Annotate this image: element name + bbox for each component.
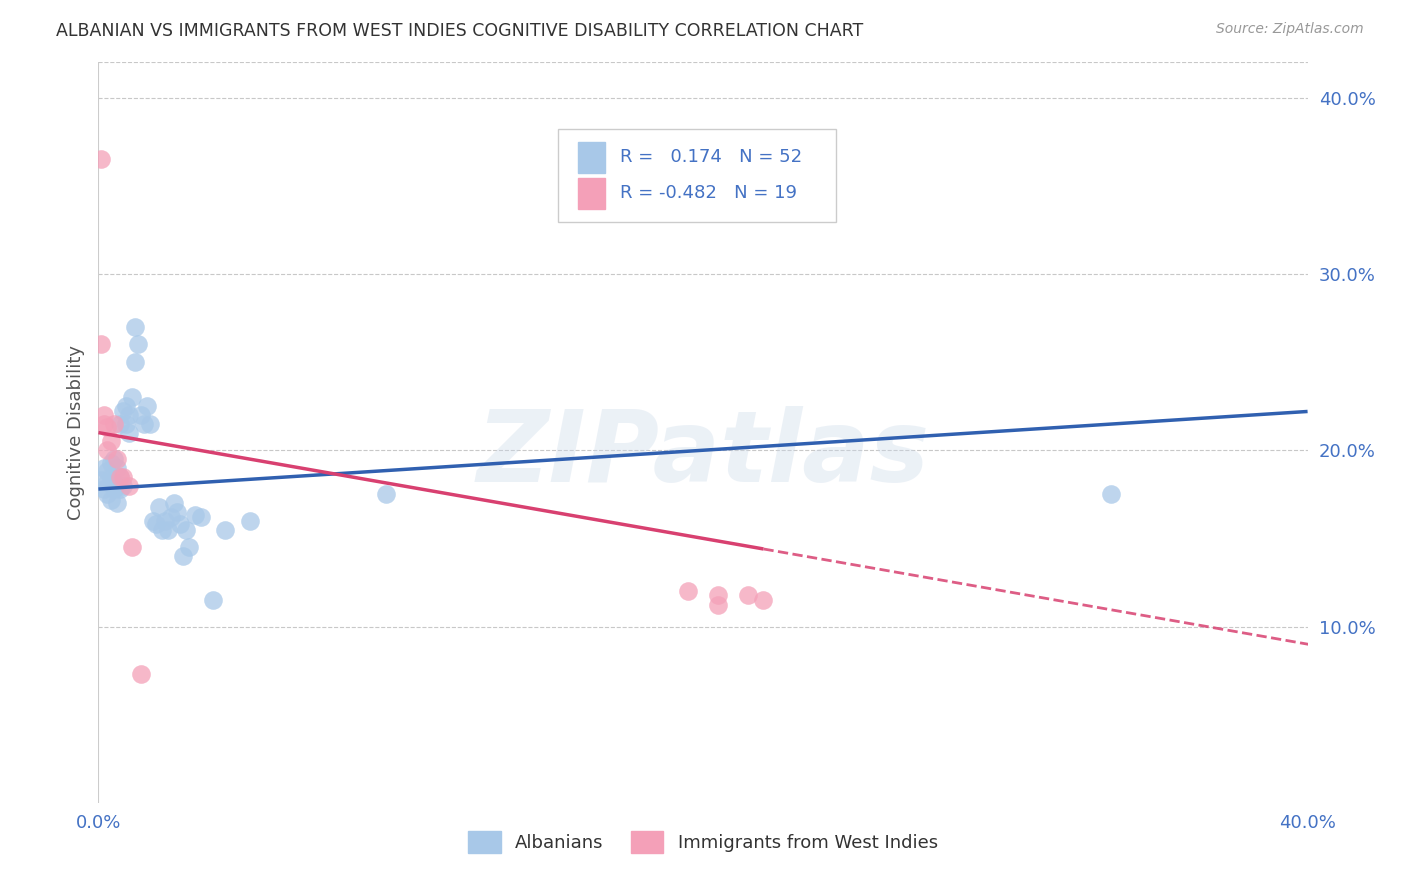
Point bbox=[96, 487, 118, 501]
Point bbox=[124, 355, 146, 369]
Bar bbox=[578, 178, 605, 209]
Point bbox=[93, 408, 115, 422]
Point bbox=[114, 417, 136, 431]
Point bbox=[118, 408, 141, 422]
Point bbox=[100, 434, 122, 449]
Point bbox=[160, 510, 183, 524]
Point bbox=[163, 496, 186, 510]
Point bbox=[1099, 487, 1122, 501]
Point bbox=[93, 417, 115, 431]
Point bbox=[184, 508, 207, 523]
Point bbox=[108, 482, 131, 496]
Point bbox=[202, 593, 225, 607]
Point bbox=[129, 408, 152, 422]
Point bbox=[707, 588, 730, 602]
Point bbox=[174, 523, 197, 537]
Point bbox=[121, 540, 143, 554]
Point bbox=[676, 584, 699, 599]
Point bbox=[374, 487, 396, 501]
Point bbox=[156, 523, 179, 537]
Point bbox=[737, 588, 759, 602]
Point bbox=[105, 461, 128, 475]
Point bbox=[169, 517, 191, 532]
Text: R =   0.174   N = 52: R = 0.174 N = 52 bbox=[620, 148, 801, 166]
Point bbox=[105, 478, 128, 492]
Point bbox=[153, 514, 176, 528]
Text: ALBANIAN VS IMMIGRANTS FROM WEST INDIES COGNITIVE DISABILITY CORRELATION CHART: ALBANIAN VS IMMIGRANTS FROM WEST INDIES … bbox=[56, 22, 863, 40]
Point bbox=[100, 469, 122, 483]
Point bbox=[108, 417, 131, 431]
Point bbox=[139, 417, 162, 431]
Point bbox=[108, 469, 131, 483]
Y-axis label: Cognitive Disability: Cognitive Disability bbox=[66, 345, 84, 520]
Point bbox=[100, 456, 122, 470]
Point bbox=[100, 492, 122, 507]
Point bbox=[179, 540, 201, 554]
Point bbox=[118, 425, 141, 440]
Point bbox=[103, 475, 125, 489]
Point bbox=[96, 420, 118, 434]
Point bbox=[148, 500, 170, 514]
Point bbox=[93, 461, 115, 475]
Point bbox=[132, 417, 155, 431]
Point bbox=[142, 514, 165, 528]
Point bbox=[239, 514, 262, 528]
Point bbox=[96, 464, 118, 478]
Point bbox=[111, 478, 134, 492]
Point bbox=[707, 599, 730, 613]
Point bbox=[145, 517, 167, 532]
Point bbox=[121, 390, 143, 404]
Point bbox=[105, 452, 128, 467]
Point bbox=[111, 404, 134, 418]
Point bbox=[135, 399, 157, 413]
Point bbox=[96, 443, 118, 458]
Point bbox=[108, 469, 131, 483]
Point bbox=[127, 337, 149, 351]
Point bbox=[111, 469, 134, 483]
Point bbox=[150, 523, 173, 537]
Point bbox=[103, 482, 125, 496]
Legend: Albanians, Immigrants from West Indies: Albanians, Immigrants from West Indies bbox=[461, 824, 945, 861]
FancyBboxPatch shape bbox=[558, 129, 837, 221]
Text: Source: ZipAtlas.com: Source: ZipAtlas.com bbox=[1216, 22, 1364, 37]
Point bbox=[166, 505, 188, 519]
Point bbox=[93, 482, 115, 496]
Point bbox=[90, 337, 112, 351]
Point bbox=[129, 667, 152, 681]
Point bbox=[190, 510, 212, 524]
Point bbox=[103, 452, 125, 467]
Point bbox=[90, 473, 112, 487]
Point bbox=[124, 319, 146, 334]
Point bbox=[96, 475, 118, 489]
Point bbox=[172, 549, 194, 563]
Bar bbox=[578, 142, 605, 173]
Point bbox=[114, 399, 136, 413]
Text: ZIPatlas: ZIPatlas bbox=[477, 407, 929, 503]
Text: R = -0.482   N = 19: R = -0.482 N = 19 bbox=[620, 185, 797, 202]
Point bbox=[214, 523, 236, 537]
Point bbox=[90, 153, 112, 167]
Point bbox=[105, 496, 128, 510]
Point bbox=[103, 417, 125, 431]
Point bbox=[118, 478, 141, 492]
Point bbox=[752, 593, 775, 607]
